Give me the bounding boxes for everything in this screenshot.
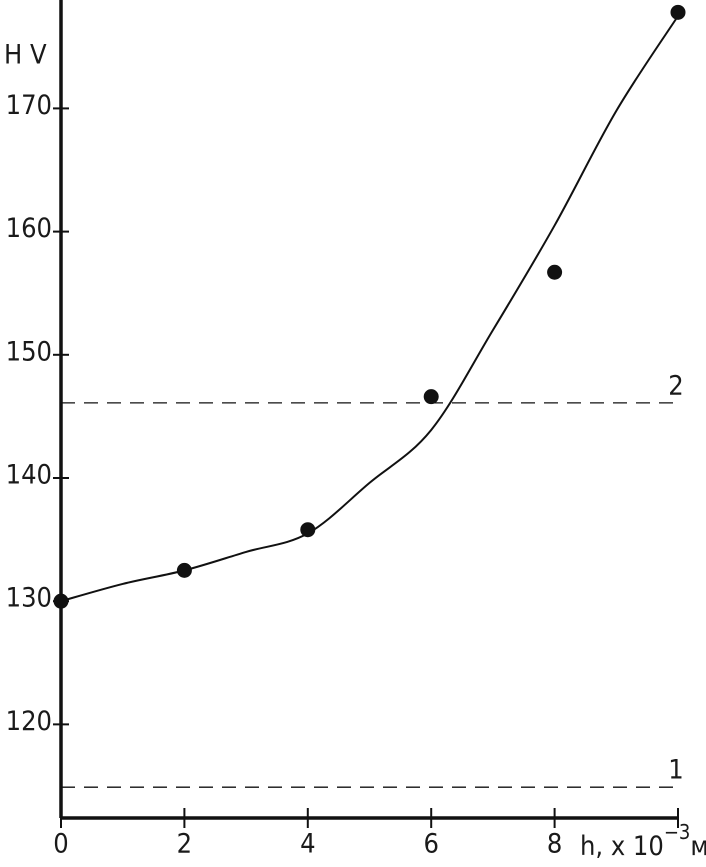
data-point bbox=[423, 389, 439, 405]
data-point bbox=[53, 593, 69, 609]
y-tick-label: 120 bbox=[6, 706, 52, 737]
x-axis-label-text: h, x 10 bbox=[580, 831, 664, 862]
data-point bbox=[176, 562, 192, 578]
y-tick-label: 130 bbox=[6, 583, 52, 614]
reference-line-label: 1 bbox=[668, 755, 683, 786]
y-tick-label: 150 bbox=[6, 336, 52, 367]
x-axis-label-unit: м bbox=[690, 831, 706, 862]
y-tick-label: 140 bbox=[6, 459, 52, 490]
x-tick-label: 8 bbox=[547, 829, 562, 860]
data-point bbox=[300, 522, 316, 538]
x-axis-label-exponent: −3 bbox=[664, 820, 691, 844]
x-tick-label: 4 bbox=[300, 829, 315, 860]
fitted-curve bbox=[60, 15, 679, 603]
x-axis-label: h, x 10−3м bbox=[580, 820, 706, 862]
data-point bbox=[670, 4, 686, 20]
y-tick-label: 160 bbox=[6, 213, 52, 244]
y-tick-label: 170 bbox=[6, 90, 52, 121]
y-axis-label: H V bbox=[4, 40, 47, 71]
reference-line-label: 2 bbox=[668, 370, 683, 401]
x-tick-label: 0 bbox=[53, 829, 68, 860]
x-tick-label: 6 bbox=[423, 829, 438, 860]
data-point bbox=[547, 264, 563, 280]
x-tick-label: 2 bbox=[177, 829, 192, 860]
